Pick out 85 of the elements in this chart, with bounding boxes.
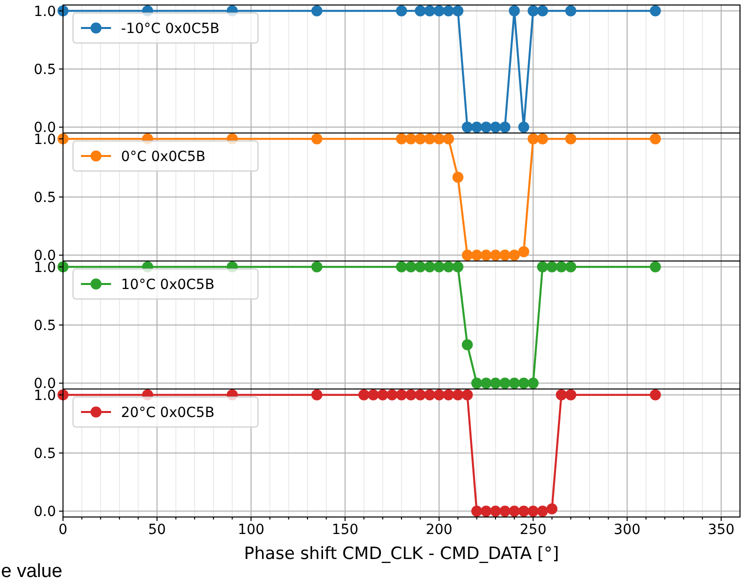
point	[480, 250, 492, 261]
legend-label: 0°C 0x0C5B	[121, 149, 206, 165]
x-tick-label: 150	[332, 522, 358, 538]
legend-label: -10°C 0x0C5B	[121, 21, 220, 37]
point	[499, 250, 510, 261]
point	[480, 378, 492, 389]
point	[414, 133, 426, 144]
point	[528, 506, 539, 517]
point	[414, 389, 426, 400]
x-tick-label: 50	[148, 522, 166, 538]
point	[508, 506, 520, 517]
point	[650, 133, 661, 144]
point	[443, 261, 454, 272]
point	[452, 389, 464, 400]
point	[452, 172, 464, 183]
point	[386, 389, 398, 400]
y-tick-label: 1.0	[34, 4, 56, 20]
point	[443, 389, 454, 400]
point	[490, 250, 502, 261]
x-tick-label: 250	[520, 522, 547, 538]
point	[490, 378, 502, 389]
point	[471, 378, 482, 389]
x-tick-label: 200	[426, 522, 452, 538]
point	[565, 389, 576, 400]
point	[556, 261, 567, 272]
point	[528, 378, 539, 389]
point	[499, 506, 510, 517]
point	[565, 261, 576, 272]
point	[528, 133, 539, 144]
point	[650, 261, 661, 272]
point	[537, 506, 548, 517]
point	[471, 506, 482, 517]
y-tick-label: 0.5	[34, 62, 56, 78]
text: e value	[1, 561, 62, 580]
point	[537, 261, 548, 272]
x-axis-title: Phase shift CMD_CLK - CMD_DATA [°]	[244, 544, 559, 564]
point	[311, 133, 322, 144]
point	[462, 389, 473, 400]
point	[499, 378, 510, 389]
point	[405, 133, 416, 144]
legend-label: 20°C 0x0C5B	[121, 405, 214, 421]
point	[424, 261, 436, 272]
y-tick-label: 0.5	[34, 190, 56, 206]
point	[424, 133, 436, 144]
point	[556, 389, 567, 400]
point	[405, 261, 416, 272]
x-tick-label: 350	[708, 522, 735, 538]
point	[368, 389, 379, 400]
point	[396, 261, 407, 272]
point	[508, 378, 520, 389]
x-tick-label: 300	[614, 522, 641, 538]
point	[358, 389, 370, 400]
legend-label: 10°C 0x0C5B	[121, 277, 214, 293]
point	[434, 261, 445, 272]
point	[565, 133, 576, 144]
point	[434, 133, 445, 144]
point	[480, 506, 492, 517]
point	[424, 389, 436, 400]
point	[462, 339, 473, 350]
point	[452, 261, 464, 272]
point	[414, 261, 426, 272]
point	[396, 389, 407, 400]
point	[650, 389, 661, 400]
point	[443, 133, 454, 144]
y-tick-label: 0.5	[34, 446, 56, 462]
point	[434, 389, 445, 400]
point	[405, 389, 416, 400]
point	[462, 250, 473, 261]
point	[537, 133, 548, 144]
y-tick-label: 0.0	[34, 504, 56, 520]
point	[508, 250, 520, 261]
y-tick-label: 0.5	[34, 318, 56, 334]
point	[546, 503, 558, 514]
x-tick-label: 100	[238, 522, 264, 538]
point	[518, 378, 530, 389]
point	[518, 246, 530, 258]
point	[311, 389, 322, 400]
point	[490, 506, 502, 517]
point	[396, 133, 407, 144]
point	[471, 250, 482, 261]
point	[546, 261, 558, 272]
point	[518, 506, 530, 517]
point	[377, 389, 388, 400]
x-tick-label: 0	[58, 522, 68, 538]
point	[311, 261, 322, 272]
